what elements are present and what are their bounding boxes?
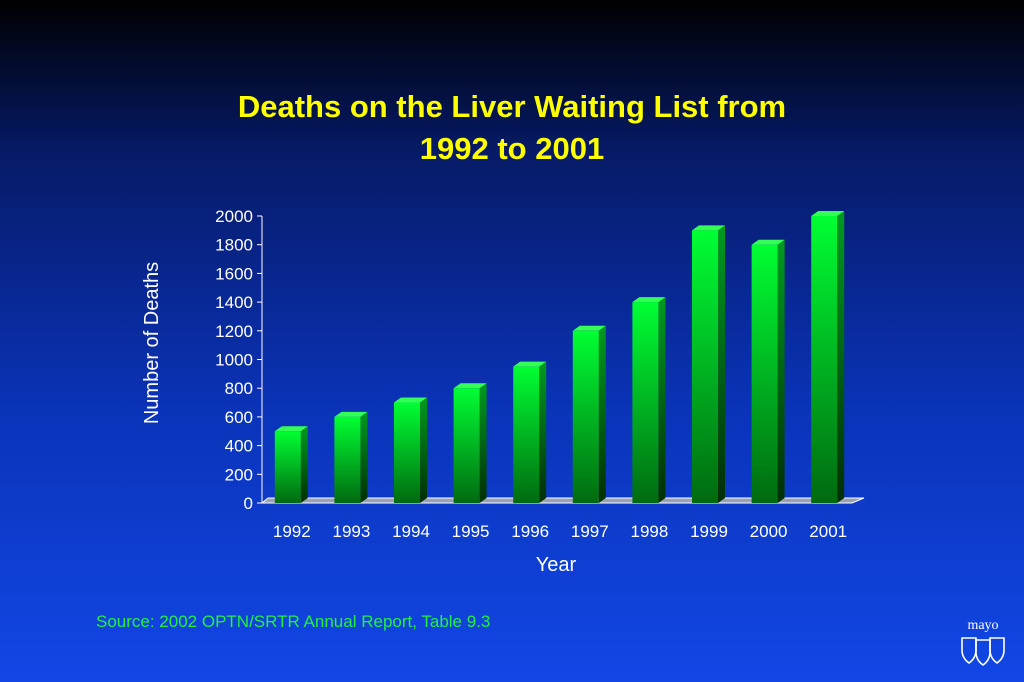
bar-front (453, 388, 480, 503)
bar-front (334, 416, 361, 503)
x-tick-label: 2000 (750, 522, 788, 541)
x-tick-label: 1993 (332, 522, 370, 541)
bar-side (598, 325, 606, 503)
chart-title-line-1: Deaths on the Liver Waiting List from (237, 89, 787, 124)
bar-side (837, 211, 845, 503)
bar-top (751, 239, 785, 245)
x-axis-label: Year (536, 554, 577, 576)
mayo-logo: mayo (958, 618, 1008, 668)
y-tick-label: 200 (225, 465, 253, 484)
bar-top (632, 297, 666, 303)
bar-top (513, 361, 547, 367)
x-tick-label: 1998 (630, 522, 668, 541)
bar-top (811, 211, 845, 216)
bar-front (692, 230, 718, 503)
bar-front (274, 431, 301, 503)
bar-front (513, 366, 540, 503)
bar-1999 (692, 225, 725, 503)
bar-side (539, 361, 547, 503)
x-tick-label: 1992 (273, 522, 311, 541)
logo-text: mayo (967, 618, 999, 633)
bar-2000 (751, 239, 785, 503)
x-tick-label: 2001 (809, 522, 847, 541)
bar-front (632, 302, 659, 503)
bar-top (334, 411, 368, 417)
bar-side (658, 297, 666, 503)
y-tick-label: 1200 (215, 322, 253, 341)
bar-side (300, 426, 308, 503)
bar-front (572, 330, 599, 503)
bar-1997 (572, 325, 606, 503)
bar-1992 (274, 426, 308, 503)
y-tick-label: 800 (225, 379, 253, 398)
y-tick-label: 1400 (215, 293, 253, 312)
bar-side (360, 411, 368, 503)
bar-top (572, 325, 606, 331)
y-tick-label: 1000 (215, 351, 253, 370)
chart-title: Deaths on the Liver Waiting List from 19… (0, 86, 1024, 170)
bar-top (692, 225, 725, 231)
y-tick-label: 0 (244, 494, 253, 513)
bar-top (394, 397, 427, 403)
bar-1994 (394, 397, 427, 503)
chart-labels: 0 200 400 600 800 1000 1200 1400 1600 1800 2000 199… (141, 207, 847, 576)
chart-axes (257, 215, 263, 504)
source-note: Source: 2002 OPTN/SRTR Annual Report, Ta… (96, 612, 491, 631)
chart-title-line-2: 1992 to 2001 (419, 131, 605, 166)
bar-top (274, 426, 308, 432)
x-tick-label: 1994 (392, 522, 430, 541)
y-tick-label: 2000 (215, 207, 253, 226)
bar-1993 (334, 411, 368, 503)
bar-front (394, 402, 420, 503)
bar-front (751, 244, 778, 503)
y-tick-label: 400 (225, 437, 253, 456)
bar-side (479, 383, 487, 503)
mayo-shields-logo-icon (961, 637, 1005, 666)
chart-bars (274, 211, 845, 503)
y-axis-label: Number of Deaths (141, 262, 163, 424)
bar-1998 (632, 297, 666, 503)
y-tick-label: 600 (225, 408, 253, 427)
x-tick-label: 1996 (511, 522, 549, 541)
bar-side (777, 239, 785, 503)
bar-side (718, 225, 725, 503)
y-tick-label: 1600 (215, 264, 253, 283)
bar-1995 (453, 383, 487, 503)
x-tick-label: 1999 (690, 522, 728, 541)
x-tick-label: 1995 (452, 522, 490, 541)
x-tick-label: 1997 (571, 522, 609, 541)
bar-top (453, 383, 487, 389)
bar-1996 (513, 361, 547, 503)
bar-2001 (811, 211, 845, 503)
bar-front (811, 216, 838, 503)
bar-side (420, 397, 427, 503)
y-tick-label: 1800 (215, 236, 253, 255)
